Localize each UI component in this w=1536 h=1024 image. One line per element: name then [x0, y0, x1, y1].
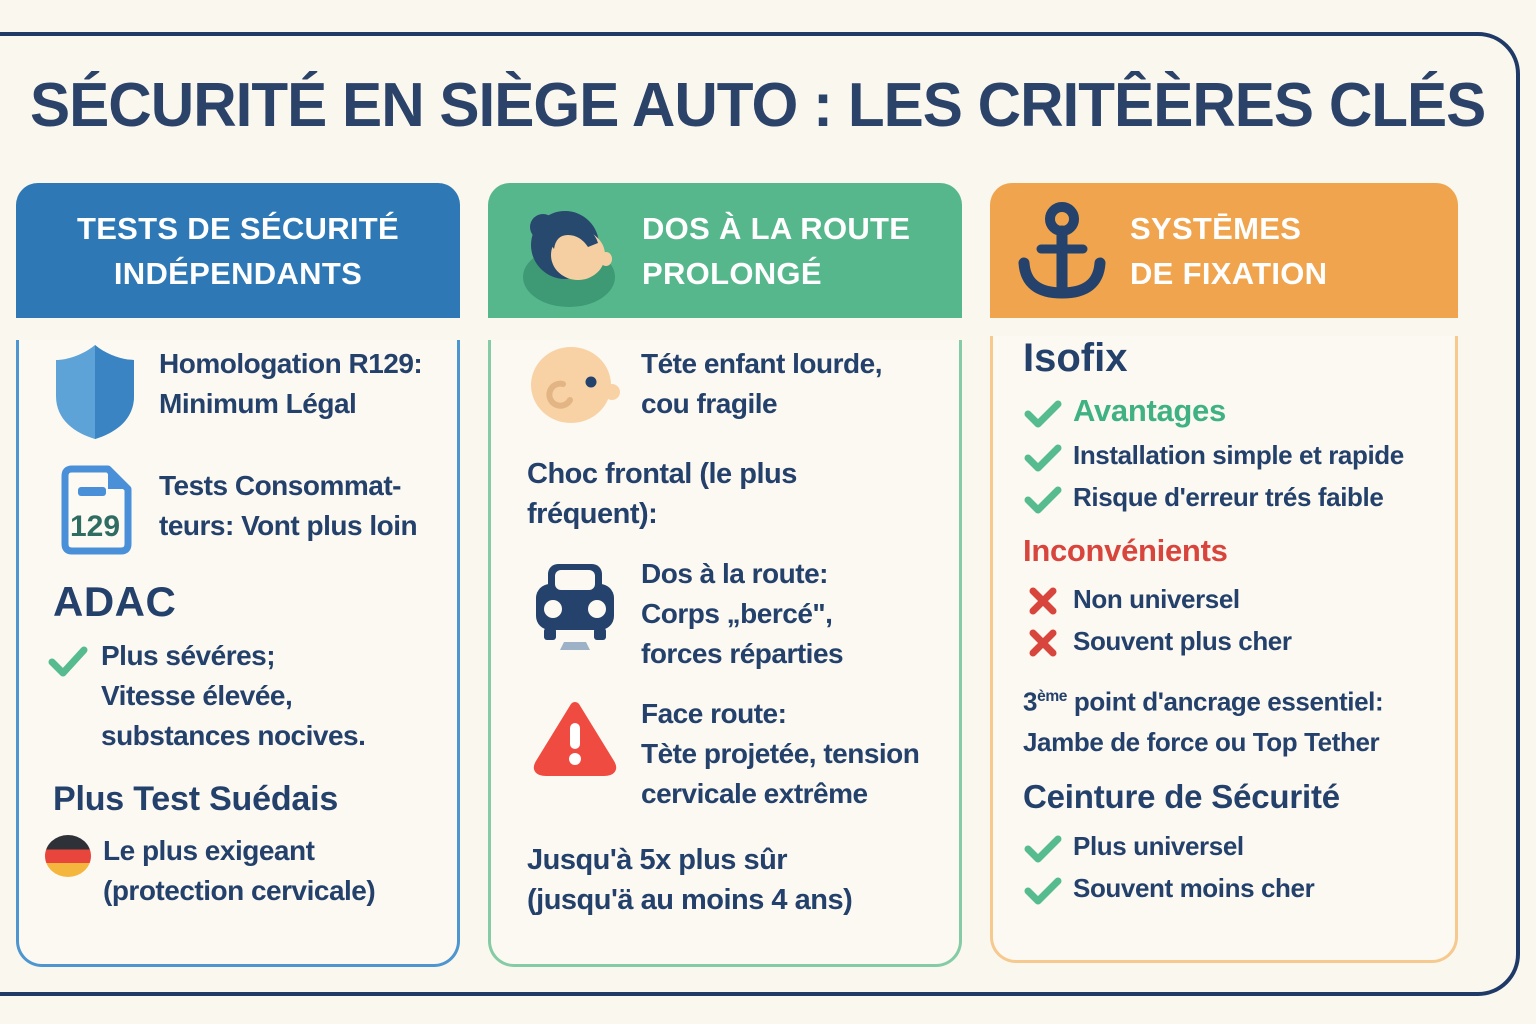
sur-line1: Jusqu'à 5x plus sûr — [527, 844, 788, 876]
conso-line2: teurs: Vont plus loin — [159, 510, 418, 541]
advantage-2: Risque d'erreur trés faible — [1073, 482, 1384, 512]
column-dos-body: Téte enfant lourde, cou fragile Choc fro… — [488, 340, 962, 967]
advantage-item-2: Risque d'erreur trés faible — [1023, 477, 1449, 517]
cross-icon — [1023, 586, 1063, 616]
suedais-line2: (protection cervicale) — [103, 875, 376, 906]
test-suedais-item: Le plus exigeant (protection cervicale) — [45, 831, 449, 911]
column-dos-header: DOS À LA ROUTE PROLONGÉ — [488, 183, 962, 318]
adac-line2: Vitesse élevée, — [101, 680, 293, 711]
advantage-1: Installation simple et rapide — [1073, 440, 1404, 470]
warning-triangle-icon — [527, 700, 623, 776]
avantages-item: Avantages — [1023, 391, 1449, 431]
choc-frontal-paragraph: Choc frontal (le plus fréquent): — [527, 454, 951, 534]
inconvenient-item-2: Souvent plus cher — [1023, 621, 1449, 661]
avantages-label: Avantages — [1073, 393, 1226, 428]
check-icon — [1023, 399, 1063, 429]
car-icon — [527, 558, 623, 650]
choc-line1: Choc frontal (le plus — [527, 458, 797, 490]
advantage-item-1: Installation simple et rapide — [1023, 435, 1449, 475]
tete-line1: Téte enfant lourde, — [641, 348, 882, 379]
cross-icon — [1023, 628, 1063, 658]
check-icon — [1023, 485, 1063, 515]
column-fixation: SYSTĒMES DE FIXATION Isofix Avantages In… — [990, 183, 1458, 963]
face-route-item: Face route: Tète projetée, tension cervi… — [527, 694, 951, 814]
column-fixation-body: Isofix Avantages Installation simple et … — [990, 336, 1458, 963]
ceinture-heading: Ceinture de Sécurité — [1023, 777, 1340, 815]
column-fixation-header-line2: DE FIXATION — [1130, 255, 1328, 291]
outer-frame — [0, 32, 1520, 996]
adac-line1: Plus sévéres; — [101, 640, 276, 671]
adac-heading: ADAC — [53, 578, 177, 625]
anchor-rest: point d'ancrage essentiel: — [1067, 686, 1384, 717]
column-tests-header-line2: INDÉPENDANTS — [113, 255, 363, 291]
document-129-icon: 129 — [45, 464, 145, 556]
homologation-line1: Homologation R129: — [159, 348, 423, 379]
troisieme-point-paragraph: 3ème point d'ancrage essentiel: Jambe de… — [1023, 677, 1449, 762]
anchor-line2: Jambe de force ou Top Tether — [1023, 726, 1380, 757]
doc-badge-text: 129 — [70, 510, 120, 543]
inconvenient-2: Souvent plus cher — [1073, 626, 1292, 656]
conso-line1: Tests Consommat- — [159, 470, 401, 501]
belt-item-2: Souvent moins cher — [1023, 868, 1449, 908]
face-line1: Face route: — [641, 698, 787, 729]
child-head-icon — [514, 193, 620, 309]
adac-item: Plus sévéres; Vitesse élevée, substances… — [45, 636, 449, 756]
belt-1: Plus universel — [1073, 830, 1244, 861]
germany-flag-icon — [45, 835, 91, 877]
check-icon — [1023, 876, 1063, 906]
column-tests-securite: TESTS DE SÉCURITÉ INDÉPENDANTS Homologat… — [16, 183, 460, 967]
inconvenients-heading: Inconvénients — [1023, 533, 1228, 568]
column-fixation-header: SYSTĒMES DE FIXATION — [990, 183, 1458, 318]
column-dos-header-line2: PROLONGÉ — [642, 255, 822, 291]
anchor-icon — [1016, 199, 1108, 303]
check-icon — [45, 644, 91, 678]
homologation-line2: Minimum Légal — [159, 388, 357, 419]
homologation-item: Homologation R129: Minimum Légal — [45, 340, 449, 442]
sur-line2: (jusqu'ä au moins 4 ans) — [527, 884, 853, 916]
page-title: SÉCURITÉ EN SIÈGE AUTO : LES CRITÊÈRES C… — [30, 71, 1486, 140]
belt-2: Souvent moins cher — [1073, 872, 1315, 903]
suedais-line1: Le plus exigeant — [103, 835, 315, 866]
column-dos-route: DOS À LA ROUTE PROLONGÉ Téte enfant lour… — [488, 183, 962, 967]
column-tests-header-line1: TESTS DE SÉCURITÉ — [76, 210, 400, 246]
check-icon — [1023, 834, 1063, 864]
column-tests-body: Homologation R129: Minimum Légal 129 Tes… — [16, 340, 460, 967]
adac-line3: substances nocives. — [101, 720, 366, 751]
dos-line1: Dos à la route: — [641, 558, 828, 589]
column-fixation-header-line1: SYSTĒMES — [1130, 210, 1302, 246]
isofix-heading: Isofix — [1023, 336, 1128, 380]
belt-item-1: Plus universel — [1023, 826, 1449, 866]
dos-line3: forces réparties — [641, 638, 844, 669]
anchor-prefix: 3 — [1023, 686, 1038, 717]
anchor-sup: ème — [1037, 688, 1068, 705]
tete-enfant-item: Téte enfant lourde, cou fragile — [527, 340, 951, 430]
choc-line2: fréquent): — [527, 498, 658, 530]
column-dos-header-line1: DOS À LA ROUTE — [642, 210, 911, 246]
test-suedais-heading: Plus Test Suédais — [53, 780, 339, 818]
cinq-fois-plus-sur-paragraph: Jusqu'à 5x plus sûr (jusqu'ä au moins 4 … — [527, 840, 951, 920]
face-line2: Tète projetée, tension — [641, 738, 920, 769]
dos-line2: Corps „bercé", — [641, 598, 833, 629]
tete-line2: cou fragile — [641, 388, 778, 419]
check-icon — [1023, 443, 1063, 473]
inconvenient-1: Non universel — [1073, 584, 1240, 614]
baby-head-icon — [527, 340, 623, 430]
column-tests-header: TESTS DE SÉCURITÉ INDÉPENDANTS — [16, 183, 460, 318]
inconvenient-item-1: Non universel — [1023, 579, 1449, 619]
face-line3: cervicale extrême — [641, 778, 868, 809]
dos-route-item: Dos à la route: Corps „bercé", forces ré… — [527, 554, 951, 674]
shield-icon — [45, 342, 145, 442]
tests-consommateurs-item: 129 Tests Consommat- teurs: Vont plus lo… — [45, 460, 449, 556]
